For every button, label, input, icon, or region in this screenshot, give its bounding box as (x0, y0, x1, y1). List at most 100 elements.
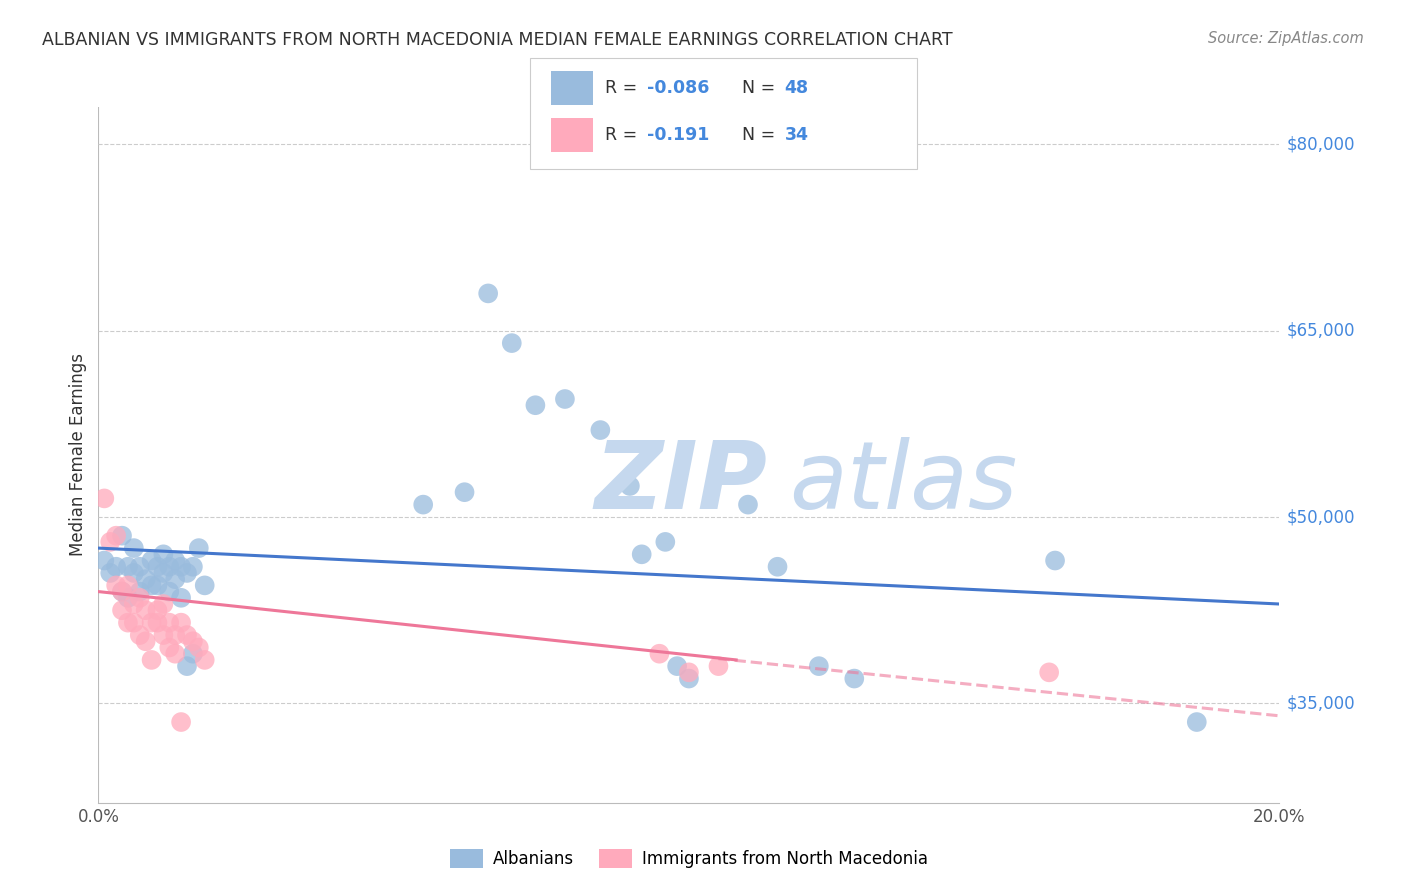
Point (766, 559, 789, 574)
Point (111, 603, 134, 617)
Point (117, 615, 139, 630)
Point (122, 597, 145, 611)
Point (648, 647, 671, 661)
Text: ZIP: ZIP (595, 437, 768, 529)
Point (170, 559, 193, 574)
Y-axis label: Median Female Earnings: Median Female Earnings (69, 353, 87, 557)
Point (157, 615, 180, 630)
Point (589, 423, 612, 437)
Point (477, 286, 499, 301)
Point (170, 615, 193, 630)
Point (678, 672, 700, 686)
Point (194, 578, 217, 592)
Point (165, 572, 187, 586)
Point (141, 653, 163, 667)
Point (707, 659, 730, 673)
Text: $50,000: $50,000 (1286, 508, 1355, 526)
Point (412, 498, 434, 512)
Point (146, 578, 169, 592)
Point (187, 640, 209, 655)
Point (176, 659, 198, 673)
Point (135, 603, 157, 617)
Point (93, 553, 115, 567)
Point (1038, 665, 1060, 680)
Point (141, 553, 163, 567)
Text: 48: 48 (785, 79, 808, 97)
Point (807, 659, 830, 673)
Point (152, 628, 174, 642)
Point (157, 584, 180, 599)
Point (122, 541, 145, 555)
Point (1185, 714, 1208, 729)
Text: atlas: atlas (789, 437, 1018, 528)
Point (165, 628, 187, 642)
Point (128, 628, 150, 642)
Text: R =: R = (605, 79, 643, 97)
Point (146, 615, 169, 630)
Point (117, 578, 139, 592)
Point (453, 485, 475, 500)
Text: $80,000: $80,000 (1286, 136, 1355, 153)
Point (152, 597, 174, 611)
Point (128, 559, 150, 574)
Point (181, 634, 204, 648)
Point (105, 578, 128, 592)
Point (122, 566, 145, 580)
Point (98, 534, 121, 549)
Point (170, 714, 193, 729)
Point (157, 640, 180, 655)
Point (619, 479, 641, 493)
Point (135, 634, 157, 648)
Text: N =: N = (731, 126, 780, 144)
Point (844, 672, 866, 686)
Point (146, 603, 169, 617)
Point (117, 559, 139, 574)
Point (176, 566, 198, 580)
Point (181, 647, 204, 661)
Point (630, 547, 652, 561)
Point (152, 566, 174, 580)
Point (98, 566, 121, 580)
Legend: Albanians, Immigrants from North Macedonia: Albanians, Immigrants from North Macedon… (443, 842, 935, 874)
Point (122, 615, 145, 630)
Point (111, 584, 134, 599)
Point (554, 392, 576, 406)
Text: -0.191: -0.191 (647, 126, 709, 144)
Point (170, 591, 193, 605)
Point (654, 534, 676, 549)
Point (737, 498, 759, 512)
Point (501, 336, 523, 351)
Text: $65,000: $65,000 (1286, 322, 1355, 340)
Point (176, 628, 198, 642)
Text: -0.086: -0.086 (647, 79, 709, 97)
Point (111, 529, 134, 543)
Point (666, 659, 689, 673)
Point (111, 584, 134, 599)
Point (117, 591, 139, 605)
Point (187, 541, 209, 555)
Point (524, 398, 547, 412)
Point (1043, 553, 1066, 567)
Point (128, 591, 150, 605)
Text: Source: ZipAtlas.com: Source: ZipAtlas.com (1208, 31, 1364, 46)
Point (152, 547, 174, 561)
Point (678, 665, 700, 680)
Point (141, 615, 163, 630)
Point (135, 572, 157, 586)
Point (165, 553, 187, 567)
Point (146, 559, 169, 574)
Point (141, 578, 163, 592)
Point (181, 559, 204, 574)
Point (157, 559, 180, 574)
Text: $35,000: $35,000 (1286, 694, 1355, 713)
Point (128, 584, 150, 599)
Point (93, 491, 115, 506)
Text: N =: N = (731, 79, 780, 97)
Point (165, 647, 187, 661)
Point (105, 559, 128, 574)
Text: ALBANIAN VS IMMIGRANTS FROM NORTH MACEDONIA MEDIAN FEMALE EARNINGS CORRELATION C: ALBANIAN VS IMMIGRANTS FROM NORTH MACEDO… (42, 31, 953, 49)
Text: 34: 34 (785, 126, 808, 144)
Text: R =: R = (605, 126, 643, 144)
Point (194, 653, 217, 667)
Point (105, 529, 128, 543)
